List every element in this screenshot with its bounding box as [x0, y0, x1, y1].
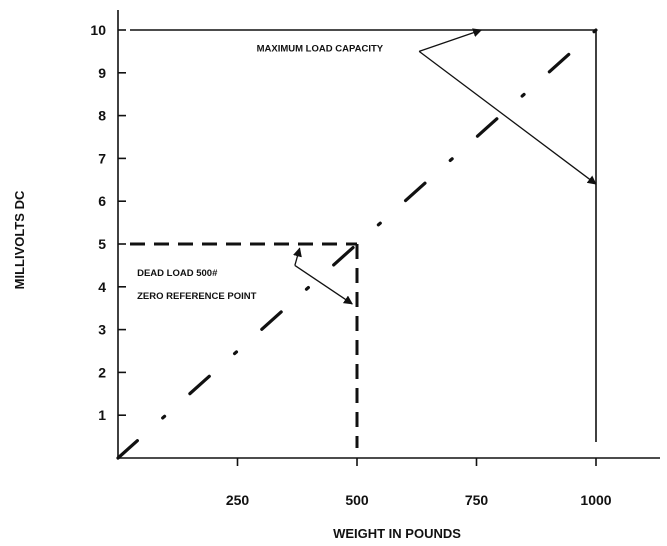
annotations: MAXIMUM LOAD CAPACITY DEAD LOAD 500# ZERO …	[137, 28, 597, 305]
reference-guides	[130, 29, 597, 448]
y-tick-label-10: 10	[90, 22, 106, 38]
x-tick-label-750: 750	[465, 492, 489, 508]
y-axis-title: MILLIVOLTS DC	[12, 190, 27, 289]
y-tick-label-2: 2	[98, 364, 106, 380]
y-tick-label-4: 4	[98, 279, 106, 295]
x-tick-label-250: 250	[226, 492, 250, 508]
annotation-max-arrow-1	[418, 50, 597, 185]
series	[116, 28, 598, 460]
y-tick-label-5: 5	[98, 236, 106, 252]
annotation-max-arrow-0	[418, 28, 483, 53]
axes	[117, 10, 660, 459]
y-tick-label-7: 7	[98, 150, 106, 166]
y-tick-label-6: 6	[98, 193, 106, 209]
series-line-0	[116, 28, 598, 460]
x-tick-label-1000: 1000	[580, 492, 611, 508]
x-axis-title: WEIGHT IN POUNDS	[333, 526, 461, 541]
y-tick-label-3: 3	[98, 322, 106, 338]
x-tick-label-500: 500	[345, 492, 369, 508]
annotation-dead-arrow-1	[294, 264, 353, 305]
axis-ticks: 1 2 3 4 5 6 7 8 9 10 250 500 750 1000	[90, 22, 611, 508]
annotation-dead-arrow-0	[293, 247, 302, 266]
annotation-dead-line-1: ZERO REFERENCE POINT	[137, 291, 256, 302]
y-tick-label-8: 8	[98, 108, 106, 124]
annotation-max-line-0: MAXIMUM LOAD CAPACITY	[257, 43, 384, 54]
y-tick-label-9: 9	[98, 65, 106, 81]
y-tick-label-1: 1	[98, 407, 106, 423]
annotation-dead-line-0: DEAD LOAD 500#	[137, 268, 218, 279]
